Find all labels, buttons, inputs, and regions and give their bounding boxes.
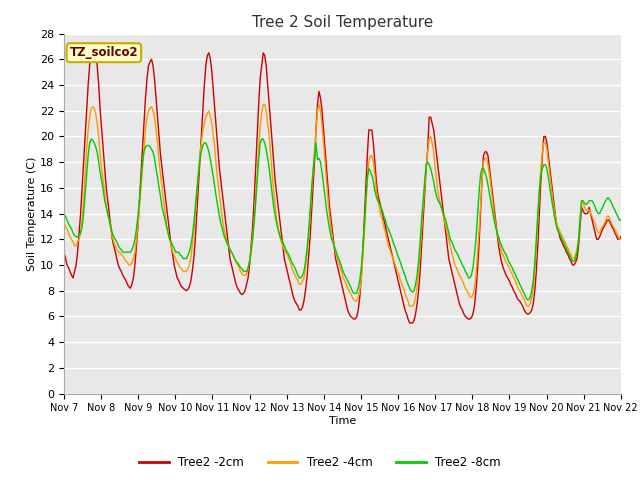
Tree2 -8cm — [87, 136, 95, 142]
Line: Tree2 -8cm: Tree2 -8cm — [64, 139, 621, 300]
Tree2 -2cm — [158, 166, 166, 171]
Tree2 -4cm — [60, 220, 68, 226]
Tree2 -8cm — [617, 217, 625, 223]
Title: Tree 2 Soil Temperature: Tree 2 Soil Temperature — [252, 15, 433, 30]
Tree2 -2cm — [520, 307, 528, 313]
Tree2 -4cm — [520, 297, 528, 302]
Tree2 -4cm — [279, 243, 287, 249]
Tree2 -2cm — [548, 179, 556, 184]
Tree2 -8cm — [519, 288, 527, 294]
Tree2 -2cm — [279, 243, 287, 249]
Tree2 -8cm — [60, 211, 68, 216]
Tree2 -4cm — [469, 292, 477, 298]
Text: TZ_soilco2: TZ_soilco2 — [70, 46, 138, 59]
Tree2 -2cm — [617, 234, 625, 240]
Line: Tree2 -4cm: Tree2 -4cm — [64, 104, 621, 306]
Tree2 -2cm — [285, 275, 292, 281]
Tree2 -2cm — [406, 320, 413, 326]
Tree2 -4cm — [406, 303, 413, 309]
Tree2 -8cm — [285, 252, 292, 258]
X-axis label: Time: Time — [329, 416, 356, 426]
Tree2 -4cm — [617, 237, 625, 242]
Tree2 -2cm — [469, 311, 477, 317]
Tree2 -8cm — [548, 195, 556, 201]
Tree2 -8cm — [279, 239, 287, 245]
Legend: Tree2 -2cm, Tree2 -4cm, Tree2 -8cm: Tree2 -2cm, Tree2 -4cm, Tree2 -8cm — [134, 452, 506, 474]
Tree2 -2cm — [60, 249, 68, 255]
Tree2 -4cm — [285, 256, 292, 262]
Tree2 -4cm — [259, 101, 267, 107]
Tree2 -8cm — [524, 297, 531, 302]
Tree2 -4cm — [157, 172, 164, 178]
Line: Tree2 -2cm: Tree2 -2cm — [64, 44, 621, 323]
Tree2 -2cm — [89, 41, 97, 47]
Tree2 -8cm — [158, 204, 166, 210]
Tree2 -4cm — [548, 185, 556, 191]
Tree2 -8cm — [468, 273, 476, 278]
Y-axis label: Soil Temperature (C): Soil Temperature (C) — [28, 156, 37, 271]
